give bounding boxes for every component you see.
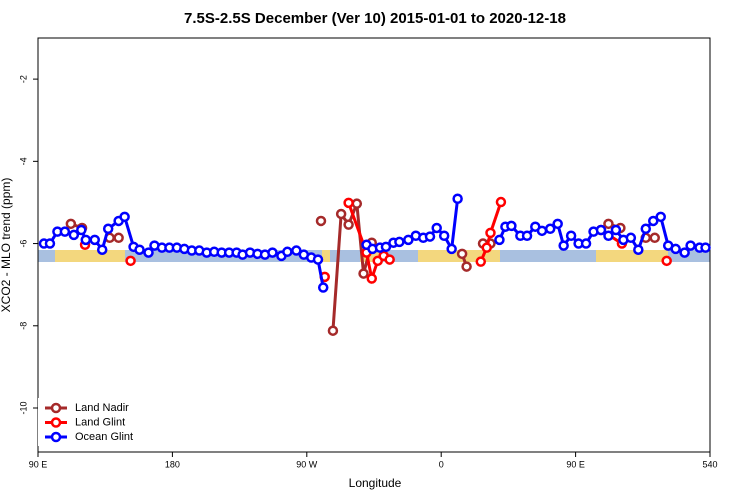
legend-label: Land Nadir [75, 402, 129, 414]
data-point [685, 240, 696, 251]
data-point [544, 223, 556, 235]
data-point [89, 234, 100, 246]
data-point [366, 273, 378, 284]
data-point [446, 243, 457, 255]
data-point [565, 230, 577, 241]
data-point [481, 242, 492, 253]
data-point [610, 224, 622, 236]
data-point [143, 247, 154, 258]
data-point [494, 234, 505, 246]
land-strip [55, 250, 125, 262]
chart-title: 7.5S-2.5S December (Ver 10) 2015-01-01 t… [184, 10, 566, 27]
data-point [102, 223, 114, 235]
data-point [595, 224, 607, 236]
data-point [456, 248, 468, 260]
data-point [452, 193, 463, 204]
y-tick-label: -10 [18, 402, 28, 415]
y-tick-label: -6 [18, 240, 28, 248]
legend-marker [50, 431, 62, 443]
legend-label: Land Glint [75, 416, 125, 428]
data-point [267, 247, 278, 258]
data-point [134, 244, 145, 255]
data-point [424, 231, 436, 242]
y-tick-label: -8 [18, 322, 28, 330]
data-point [343, 219, 354, 230]
data-point [670, 243, 681, 255]
series-line [70, 203, 655, 331]
x-tick-label: 0 [439, 459, 444, 469]
data-point [403, 234, 414, 246]
x-tick-label: 90 W [296, 459, 318, 469]
x-axis-label: Longitude [349, 476, 402, 490]
data-point [80, 234, 92, 246]
data-point [380, 241, 392, 253]
y-tick-label: -2 [18, 75, 28, 83]
data-point [648, 215, 659, 227]
data-point [291, 245, 302, 256]
data-point [506, 220, 517, 232]
y-axis-label: XCO2 - MLO trend (ppm) [0, 178, 13, 313]
data-point [59, 226, 71, 237]
data-point [96, 244, 108, 255]
data-point [431, 222, 442, 234]
data-point [125, 255, 136, 267]
data-point [558, 240, 569, 251]
data-point [68, 229, 80, 241]
data-point [485, 227, 496, 239]
data-point [384, 254, 395, 265]
data-point [580, 238, 592, 249]
data-point [119, 211, 130, 223]
data-point [394, 236, 405, 248]
data-point [640, 223, 652, 235]
data-point [317, 282, 329, 293]
data-point [461, 261, 472, 272]
data-point [495, 196, 507, 208]
data-point [44, 238, 56, 249]
data-point [603, 230, 614, 241]
data-point [358, 268, 369, 279]
data-point [603, 218, 614, 230]
data-point [649, 232, 660, 244]
y-tick-label: -4 [18, 157, 28, 165]
legend-label: Ocean Glint [75, 431, 133, 443]
data-point [475, 256, 487, 267]
data-point [65, 218, 77, 230]
data-point [700, 242, 711, 253]
data-point [327, 325, 339, 336]
data-point [625, 232, 637, 244]
data-point [335, 208, 347, 220]
x-tick-label: 90 E [29, 459, 48, 469]
legend-marker [50, 402, 62, 414]
x-tick-label: 540 [702, 459, 717, 469]
data-point [282, 246, 293, 258]
data-point [536, 225, 548, 237]
land-strip [596, 250, 668, 262]
data-point [521, 230, 533, 241]
data-point [76, 224, 87, 236]
data-point [438, 230, 450, 241]
data-point [661, 255, 672, 267]
x-tick-label: 90 E [566, 459, 585, 469]
data-point [552, 218, 563, 230]
data-point [343, 197, 354, 209]
data-point [312, 254, 324, 265]
data-point [633, 244, 644, 255]
data-point [679, 247, 690, 258]
data-point [315, 215, 327, 227]
data-point [655, 211, 666, 223]
data-point [351, 198, 363, 209]
data-point [113, 232, 124, 244]
x-tick-label: 180 [165, 459, 180, 469]
land-strip [322, 250, 330, 262]
legend-marker [50, 417, 62, 428]
